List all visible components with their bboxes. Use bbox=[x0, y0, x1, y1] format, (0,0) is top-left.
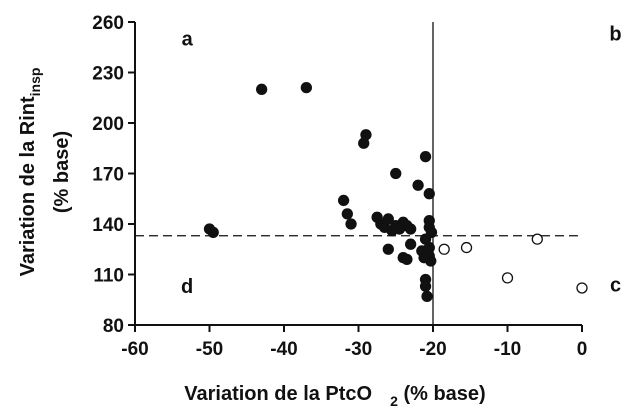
quadrant-labels: a b d c bbox=[181, 24, 622, 298]
data-point-filled bbox=[341, 208, 353, 220]
quadrant-label: d bbox=[181, 276, 193, 298]
y-axis-title-line1: Variation de la Rintinsp bbox=[17, 68, 43, 277]
axis-ticks: -60 -50 -40 -30 -20 -10 0 80 110 140 170 200 230 260 bbox=[92, 13, 587, 360]
x-axis-title-suffix: (% base) bbox=[398, 383, 486, 405]
data-point-filled bbox=[345, 218, 357, 230]
data-point-filled bbox=[404, 223, 417, 235]
data-point-open bbox=[438, 243, 450, 255]
y-tick-label: 230 bbox=[92, 64, 124, 85]
quadrant-label: c bbox=[610, 274, 621, 296]
data-point-filled bbox=[425, 226, 438, 239]
x-tick-label: -50 bbox=[196, 339, 223, 360]
data-point-filled bbox=[207, 226, 219, 239]
x-tick-label: -10 bbox=[494, 339, 521, 360]
data-points bbox=[203, 82, 588, 303]
data-point-filled bbox=[418, 252, 430, 264]
x-axis-title-main: Variation de la PtcO bbox=[184, 383, 372, 405]
reference-lines bbox=[135, 22, 582, 325]
data-point-open bbox=[460, 241, 473, 254]
data-point-open bbox=[501, 272, 514, 284]
y-axis-title-main: Variation de la Rint bbox=[17, 96, 39, 276]
x-tick-label: 0 bbox=[577, 339, 588, 360]
data-point-filled bbox=[412, 179, 424, 191]
y-axis-title-subscript: insp bbox=[27, 68, 43, 97]
data-point-filled bbox=[419, 151, 432, 163]
y-tick-label: 140 bbox=[92, 215, 124, 236]
y-tick-label: 200 bbox=[92, 114, 124, 135]
data-point-filled bbox=[401, 253, 413, 266]
y-tick-label: 170 bbox=[92, 165, 124, 186]
data-point-filled bbox=[421, 290, 433, 303]
y-tick-label: 80 bbox=[103, 316, 124, 337]
data-point-filled bbox=[300, 82, 313, 94]
data-point-filled bbox=[382, 213, 394, 225]
x-axis-title: Variation de la PtcO 2 (% base) bbox=[184, 383, 485, 409]
data-point-filled bbox=[419, 280, 432, 292]
quadrant-label: b bbox=[609, 24, 621, 46]
x-tick-label: -30 bbox=[345, 339, 372, 360]
data-point-filled bbox=[358, 137, 370, 149]
data-point-filled bbox=[423, 188, 435, 200]
x-tick-label: -20 bbox=[419, 339, 446, 360]
y-tick-label: 110 bbox=[93, 266, 124, 287]
quadrant-label: a bbox=[182, 29, 194, 51]
data-point-filled bbox=[404, 238, 417, 250]
x-tick-label: -40 bbox=[270, 339, 297, 360]
data-point-open bbox=[576, 282, 588, 294]
data-point-filled bbox=[337, 194, 350, 207]
x-axis-title-subscript: 2 bbox=[390, 393, 398, 409]
data-point-filled bbox=[390, 167, 402, 180]
y-tick-label: 260 bbox=[92, 13, 124, 34]
plot-frame bbox=[134, 22, 582, 326]
data-point-open bbox=[531, 233, 543, 245]
data-point-filled bbox=[255, 83, 268, 95]
x-tick-label: -60 bbox=[121, 339, 148, 360]
data-point-filled bbox=[382, 243, 394, 255]
y-axis-title-line2: (% base) bbox=[51, 131, 73, 213]
